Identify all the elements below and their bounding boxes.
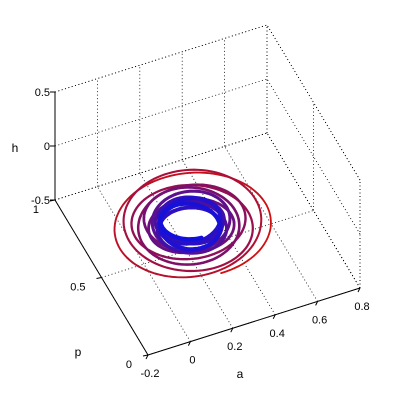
x-tick-mark (272, 314, 276, 320)
trajectory-segment (232, 185, 263, 265)
x-tick-label: 0 (189, 355, 195, 367)
y-tick-mark (96, 277, 102, 279)
trajectory-segment (220, 198, 272, 274)
trajectory-segment (126, 256, 235, 279)
y-tick-label: 0.5 (70, 282, 85, 294)
back-wall-gridline (54, 78, 268, 147)
x-axis-label: a (237, 367, 244, 381)
y-tick-label: 0 (126, 359, 132, 371)
trajectory-segment (194, 186, 241, 234)
x-tick-label: 0.2 (227, 341, 242, 353)
side-wall-gridline (266, 132, 361, 289)
trajectory-segment (192, 221, 223, 252)
trajectory-segment (180, 201, 222, 226)
x-tick-mark (357, 287, 361, 293)
x-tick-mark (315, 301, 319, 306)
trajectory-segment (159, 224, 204, 242)
box-edge (266, 24, 361, 181)
trajectory-segment (158, 224, 197, 252)
z-tick-label: -0.5 (31, 195, 50, 207)
trajectory-segment (136, 215, 180, 266)
floor-gridline (224, 146, 318, 302)
box-edge (54, 24, 268, 93)
trajectory-segment (176, 230, 240, 266)
x-tick-mark (187, 341, 191, 346)
trajectory-segment (122, 184, 147, 259)
trajectory-segment (151, 171, 264, 200)
y-tick-label: 1 (33, 204, 39, 216)
side-wall-gridline (266, 24, 361, 181)
x-tick-label: 0.6 (312, 314, 327, 326)
x-tick-label: -0.2 (141, 368, 160, 380)
z-axis-label: h (12, 141, 19, 155)
back-wall-gridline (54, 24, 268, 93)
trajectory-segment (142, 186, 198, 219)
x-axis-line (147, 287, 361, 356)
axes (49, 91, 361, 360)
y-tick-mark (142, 354, 149, 357)
z-tick-label: 0.5 (35, 87, 50, 99)
trajectory-segment (158, 201, 185, 229)
z-tick-label: 0 (44, 141, 50, 153)
trajectory-segment (142, 168, 245, 188)
x-tick-label: 0.8 (354, 301, 369, 313)
trajectory (113, 168, 272, 279)
y-axis-label: p (75, 345, 82, 359)
tick-labels: -0.2 0 0.2 0.4 0.6 0.8 0 0.5 1-0.5 0 0.5 (31, 87, 370, 380)
trajectory-segment (144, 253, 241, 273)
floor-gridline (97, 186, 191, 342)
side-wall-gridline (266, 78, 361, 235)
trajectory-segment (188, 195, 223, 222)
x-tick-label: 0.4 (270, 328, 285, 340)
x-tick-mark (230, 327, 234, 333)
x-tick-mark (145, 354, 149, 360)
trajectory-segment (174, 189, 230, 211)
trajectory-segment (208, 184, 247, 235)
trajectory-segment (150, 192, 178, 238)
